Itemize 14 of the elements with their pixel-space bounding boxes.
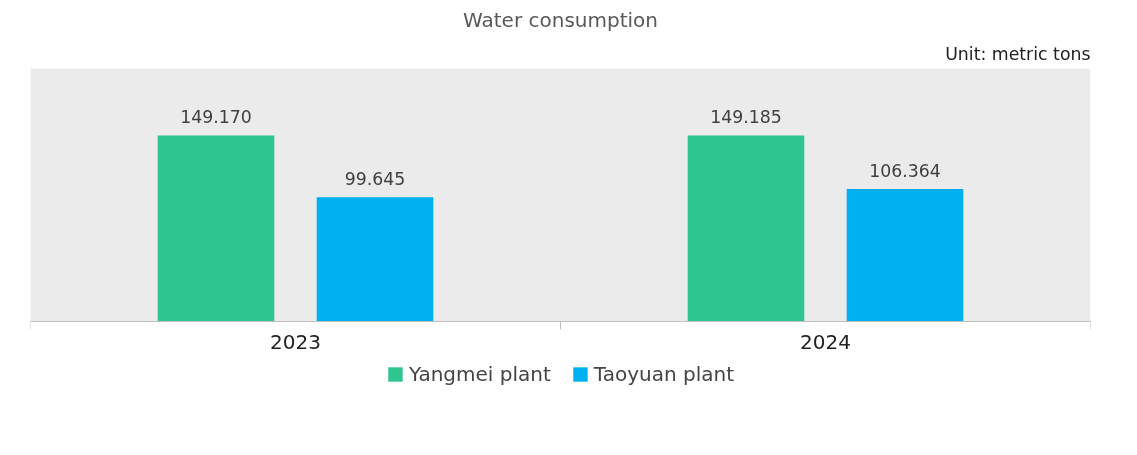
data-label: 149.170 [180, 107, 252, 128]
x-tick-label: 2024 [800, 329, 851, 354]
bar [846, 188, 964, 322]
text: Unit: metric tons [945, 43, 1091, 64]
legend-label: Taoyuan plant [593, 362, 735, 386]
x-tick-label: 2023 [270, 329, 321, 354]
data-label: 99.645 [344, 169, 406, 190]
bar [687, 135, 805, 322]
data-label: 149.185 [710, 107, 782, 128]
bar [157, 135, 275, 322]
chart-title: Water consumption [463, 7, 658, 32]
legend-label: Yangmei plant [408, 362, 551, 386]
data-label: 106.364 [869, 160, 941, 181]
bar [316, 197, 434, 322]
